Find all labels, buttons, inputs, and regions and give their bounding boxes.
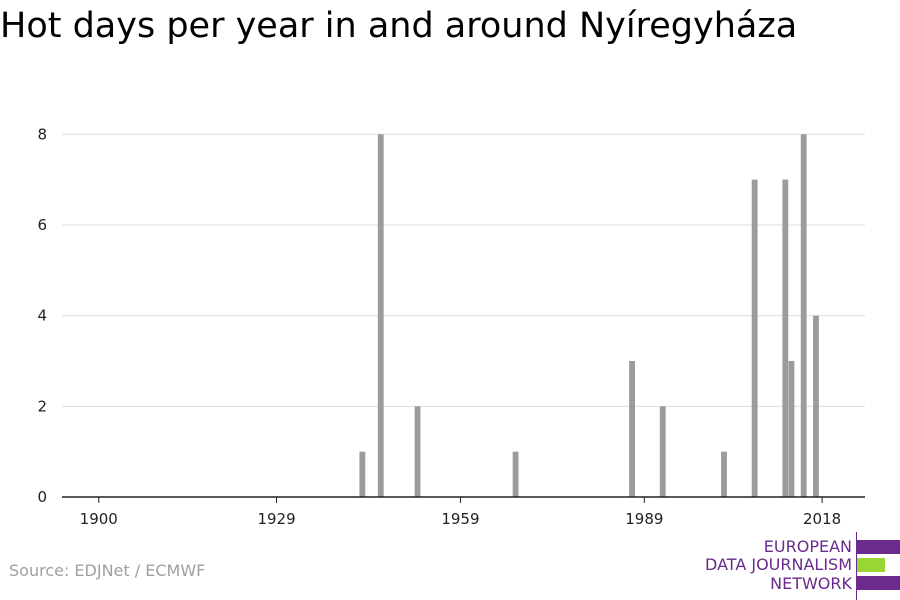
y-tick-label-6: 6 — [37, 216, 47, 234]
bar-2007 — [751, 179, 758, 497]
x-tick-label-1900: 1900 — [80, 510, 118, 528]
x-tick-label-1959: 1959 — [441, 510, 479, 528]
bars — [359, 134, 819, 498]
bar-2017 — [813, 315, 819, 497]
logo-bar-top — [857, 540, 900, 554]
bar-1952 — [414, 406, 421, 497]
chart-title: Hot days per year in and around Nyíregyh… — [0, 6, 798, 46]
bar-1943 — [359, 451, 366, 497]
bar-2015 — [800, 134, 807, 498]
x-tick-label-1989: 1989 — [625, 510, 663, 528]
bar-1946 — [377, 134, 384, 498]
logo-line-data-journalism: DATA JOURNALISM — [705, 555, 852, 574]
bar-1992 — [659, 406, 666, 497]
y-tick-label-4: 4 — [37, 307, 47, 325]
x-tick-label-1929: 1929 — [257, 510, 295, 528]
x-axis-ticks: 1900 1929 1959 1989 2018 — [80, 497, 841, 528]
logo-bar-middle — [857, 558, 885, 572]
edjnet-logo: EUROPEAN DATA JOURNALISM NETWORK — [700, 532, 900, 600]
x-tick-label-2018: 2018 — [803, 510, 841, 528]
logo-line-european: EUROPEAN — [763, 537, 852, 556]
bar-1987 — [629, 360, 635, 497]
y-tick-label-0: 0 — [37, 488, 47, 506]
bar-2002 — [721, 451, 727, 497]
bar-2012 — [782, 179, 789, 497]
y-tick-label-8: 8 — [37, 125, 47, 143]
logo-bar-bottom — [857, 576, 900, 590]
source-note: Source: EDJNet / ECMWF — [9, 561, 206, 580]
bar-1968 — [512, 451, 519, 497]
gridlines — [62, 133, 865, 407]
y-tick-label-2: 2 — [37, 397, 47, 415]
y-axis-ticks: 0 2 4 6 8 — [37, 125, 47, 506]
logo-divider — [856, 532, 857, 600]
bar-2013 — [788, 360, 795, 497]
logo-line-network: NETWORK — [770, 574, 852, 593]
